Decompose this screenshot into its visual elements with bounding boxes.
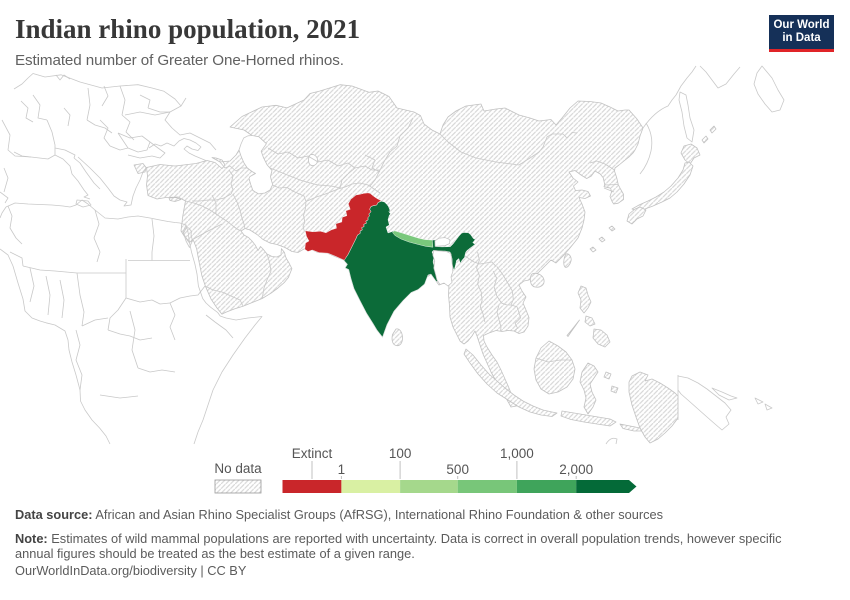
svg-text:500: 500 xyxy=(446,462,469,477)
svg-text:2,000: 2,000 xyxy=(559,462,593,477)
svg-text:100: 100 xyxy=(389,446,412,461)
svg-text:1,000: 1,000 xyxy=(500,446,534,461)
svg-text:Extinct: Extinct xyxy=(292,446,333,461)
svg-text:1: 1 xyxy=(338,462,346,477)
svg-text:No data: No data xyxy=(214,461,262,476)
